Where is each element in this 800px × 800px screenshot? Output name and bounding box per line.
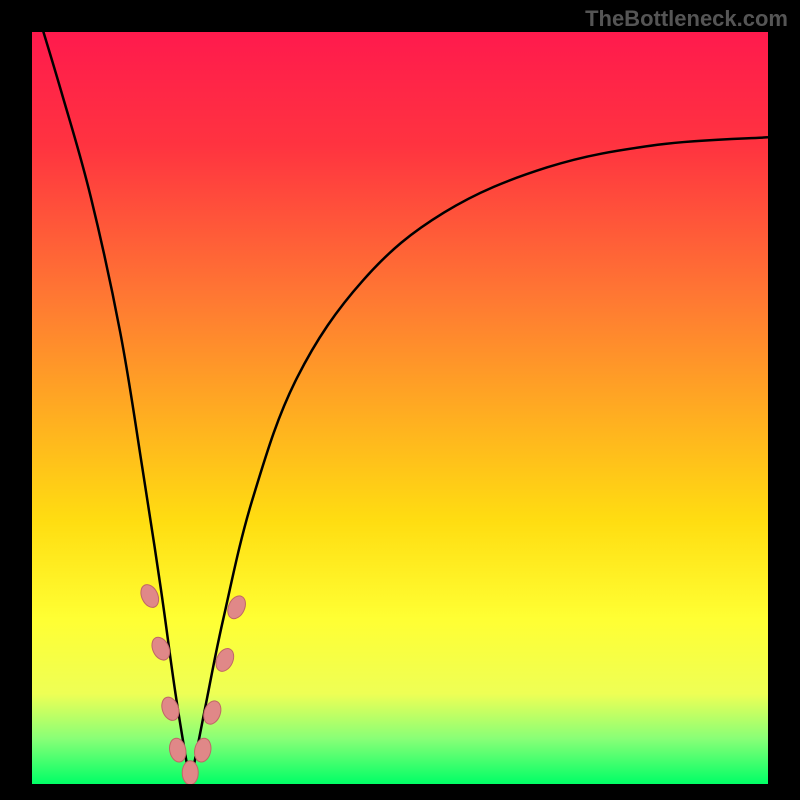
curve-svg <box>32 32 768 784</box>
bottleneck-curve <box>32 32 190 784</box>
watermark-text: TheBottleneck.com <box>585 6 788 32</box>
data-marker <box>182 761 198 784</box>
bottleneck-curve <box>190 137 768 784</box>
data-marker <box>137 582 162 611</box>
chart-container: TheBottleneck.com <box>0 0 800 800</box>
plot-area <box>32 32 768 784</box>
data-marker <box>201 699 224 727</box>
